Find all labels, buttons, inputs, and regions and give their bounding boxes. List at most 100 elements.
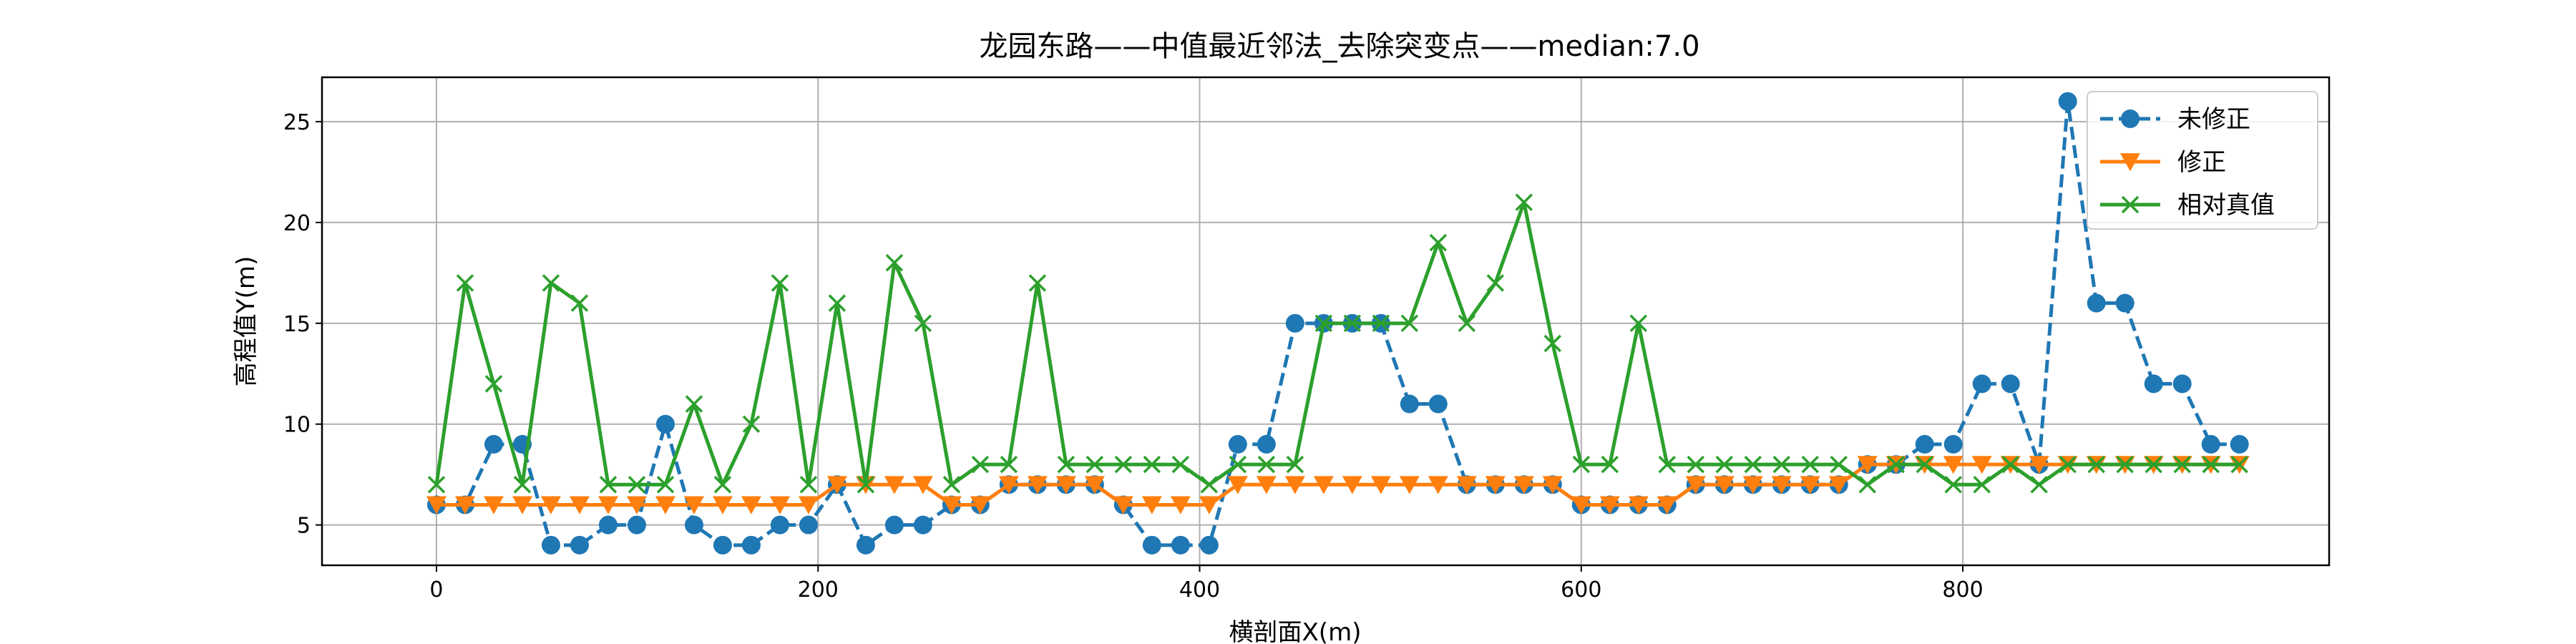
data-point	[1000, 455, 1018, 474]
data-point	[1657, 496, 1677, 514]
x-tick-label: 0	[429, 577, 443, 602]
data-point	[1456, 476, 1477, 494]
legend-label: 修正	[2177, 148, 2226, 177]
data-point	[2230, 455, 2248, 474]
data-point	[1199, 535, 1219, 555]
data-point	[2087, 455, 2105, 474]
data-point	[1800, 476, 1820, 494]
data-point	[1542, 476, 1563, 494]
data-point	[1399, 476, 1420, 494]
data-point	[1342, 476, 1362, 494]
data-point	[2058, 92, 2077, 111]
data-point	[1284, 476, 1305, 494]
data-point	[1142, 535, 1161, 555]
data-point	[799, 476, 818, 494]
data-point	[655, 496, 675, 514]
data-point	[1944, 476, 1962, 494]
data-point	[1343, 314, 1362, 333]
data-point	[884, 515, 904, 535]
x-tick-label: 800	[1942, 577, 1983, 602]
data-point	[742, 415, 761, 433]
data-point	[1285, 313, 1304, 333]
legend-marker	[2121, 195, 2140, 214]
data-point	[1515, 193, 1533, 211]
legend-marker	[2121, 109, 2140, 128]
data-point	[1714, 476, 1735, 494]
data-point	[1915, 434, 1934, 454]
data-point	[597, 496, 618, 514]
data-point	[2115, 293, 2135, 313]
data-point	[770, 515, 789, 535]
series-layer	[426, 92, 2250, 555]
data-point	[1857, 456, 1878, 474]
data-point	[1572, 455, 1591, 474]
data-point	[799, 515, 818, 535]
data-point	[713, 476, 732, 494]
data-point	[2001, 374, 2020, 394]
data-point	[1771, 476, 1792, 494]
data-point	[771, 274, 789, 292]
data-point	[971, 455, 990, 474]
data-point	[1599, 496, 1620, 514]
data-point	[484, 375, 503, 393]
data-point	[1973, 476, 1991, 494]
data-point	[2059, 455, 2077, 474]
data-point	[598, 515, 618, 535]
data-point	[1257, 455, 1276, 474]
data-point	[970, 496, 990, 514]
data-point	[2173, 455, 2191, 474]
data-point	[1227, 476, 1248, 494]
data-point	[1228, 434, 1247, 454]
plot-frame	[321, 76, 2331, 567]
data-point	[713, 535, 732, 555]
data-point	[1513, 476, 1534, 494]
data-point	[712, 496, 733, 514]
data-point	[570, 294, 589, 312]
data-point	[685, 395, 703, 413]
y-tick-label: 5	[297, 514, 311, 539]
data-point	[885, 254, 904, 272]
y-tick-label: 25	[283, 110, 311, 135]
data-point	[513, 476, 532, 494]
data-point	[798, 496, 819, 514]
x-tick-label: 600	[1561, 577, 1601, 602]
data-point	[542, 274, 560, 292]
data-point	[913, 515, 932, 535]
data-point	[1027, 476, 1048, 494]
data-point	[683, 496, 704, 514]
legend-label: 相对真值	[2177, 191, 2275, 220]
data-point	[2230, 434, 2249, 454]
data-point	[1113, 496, 1133, 514]
data-point	[1286, 455, 1304, 474]
x-axis-title: 横剖面X(m)	[1229, 618, 1362, 644]
data-point	[626, 496, 647, 514]
data-point	[1055, 476, 1076, 494]
data-point	[1143, 455, 1161, 474]
data-point	[1084, 476, 1105, 494]
data-point	[1370, 476, 1391, 494]
data-point	[656, 476, 675, 494]
data-point	[942, 476, 961, 494]
legend-label: 未修正	[2177, 105, 2250, 134]
data-point	[769, 496, 790, 514]
axis-ticks: 0 200 400 600 800 5 10 15 20 25	[283, 110, 1984, 602]
data-point	[1200, 476, 1219, 494]
y-axis-title: 高程值Y(m)	[232, 256, 260, 386]
data-point	[1658, 455, 1677, 474]
data-point	[912, 476, 933, 494]
data-point	[2145, 455, 2162, 474]
data-point	[2001, 455, 2019, 474]
data-point	[1943, 434, 1963, 454]
data-point	[627, 515, 646, 535]
data-point	[1256, 476, 1277, 494]
legend-entry-3: 相对真值	[2100, 191, 2275, 220]
y-tick-label: 15	[283, 312, 311, 337]
data-point	[569, 496, 590, 514]
data-point	[1428, 394, 1448, 414]
legend-entry-1: 未修正	[2100, 105, 2250, 134]
data-point	[540, 496, 561, 514]
data-point	[427, 476, 446, 494]
data-point	[484, 434, 503, 454]
legend-box	[2087, 91, 2318, 230]
